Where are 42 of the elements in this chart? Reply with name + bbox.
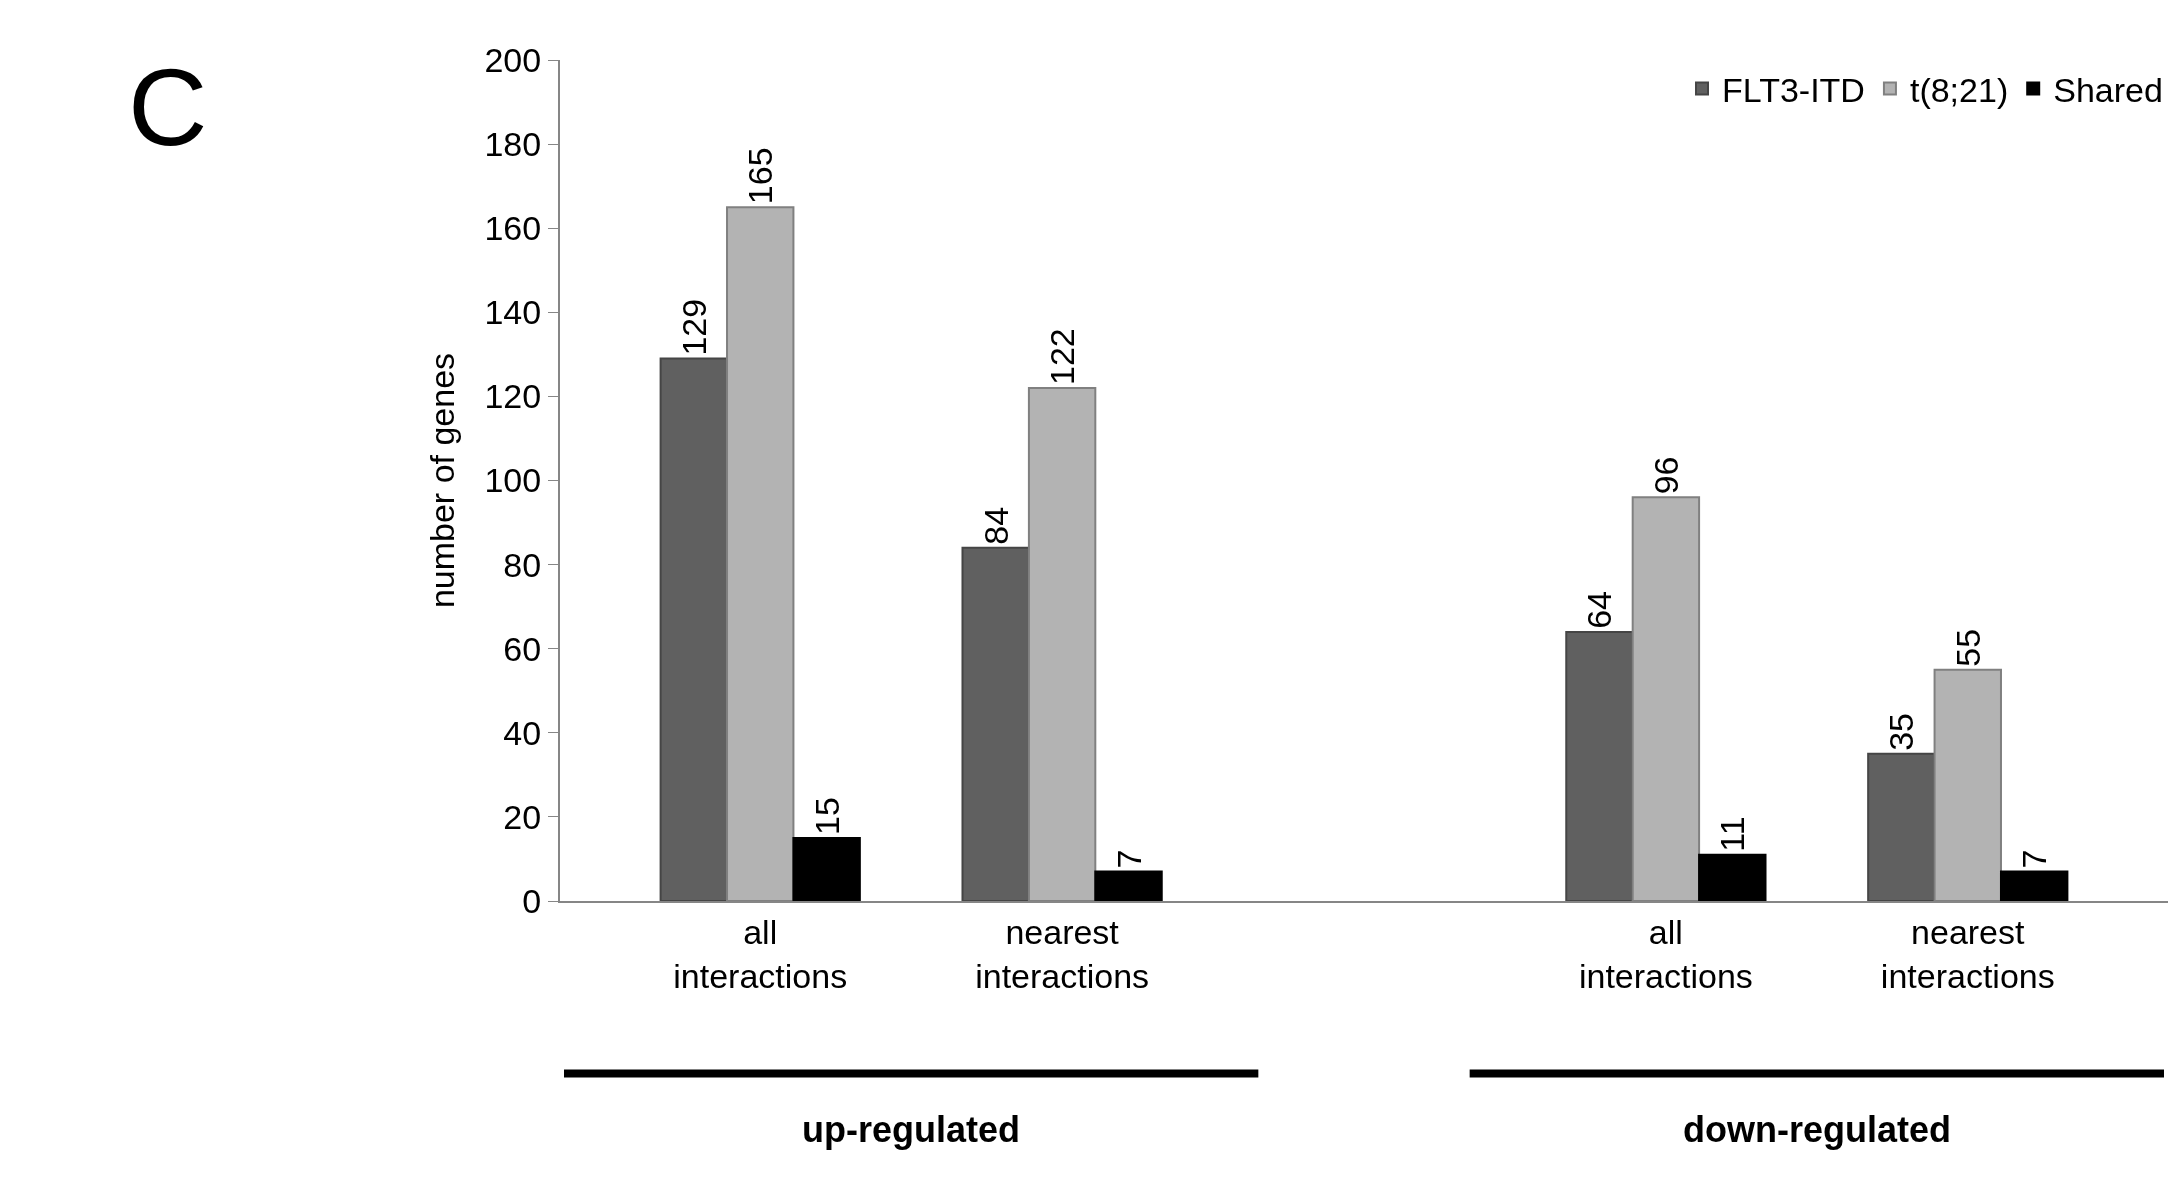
data-label: 96 xyxy=(1646,456,1685,495)
legend-label: FLT3-ITD xyxy=(1722,70,1865,109)
data-label: 55 xyxy=(1948,628,1987,667)
x-tick-label: all interactions xyxy=(1578,912,1753,995)
bar xyxy=(1999,870,2069,901)
y-tick-label: 120 xyxy=(484,377,542,416)
text: down-regulated xyxy=(1683,1109,1951,1150)
x-tick-label: all interactions xyxy=(673,912,848,995)
bar xyxy=(1094,870,1163,901)
data-label: 129 xyxy=(674,298,713,356)
y-tick-label: 200 xyxy=(484,40,542,79)
y-tick-label: 60 xyxy=(503,629,542,668)
y-tick-label: 40 xyxy=(503,713,542,752)
x-tick-label: nearest interactions xyxy=(1880,912,2055,995)
bar xyxy=(1867,752,1936,901)
y-axis-title: number of genes xyxy=(422,352,461,609)
legend-label: Shared xyxy=(2053,70,2163,109)
data-label: 64 xyxy=(1580,591,1619,629)
data-label: 7 xyxy=(1109,849,1148,869)
legend-label: t(8;21) xyxy=(1909,70,2009,109)
text: up-regulated xyxy=(802,1109,1021,1150)
data-label: 11 xyxy=(1713,816,1752,852)
y-tick-label: 140 xyxy=(484,293,542,332)
y-tick-label: 80 xyxy=(503,545,542,584)
y-tick-label: 180 xyxy=(484,125,542,163)
y-tick-label: 160 xyxy=(484,209,542,248)
text: C xyxy=(128,45,208,168)
bar xyxy=(1698,853,1767,901)
y-tick-label: 100 xyxy=(484,461,542,500)
bar xyxy=(961,546,1030,901)
data-label: 35 xyxy=(1882,713,1921,751)
data-label: 7 xyxy=(2015,849,2054,869)
x-tick-label: nearest interactions xyxy=(975,912,1150,995)
bar xyxy=(792,836,861,901)
data-label: 15 xyxy=(807,797,846,835)
y-tick-label: 20 xyxy=(503,797,542,836)
data-label: 84 xyxy=(976,506,1015,545)
bar xyxy=(659,357,729,901)
bar xyxy=(1565,630,1634,901)
y-tick-label: 0 xyxy=(522,881,542,920)
data-label: 122 xyxy=(1043,328,1082,385)
data-label: 165 xyxy=(741,147,780,205)
